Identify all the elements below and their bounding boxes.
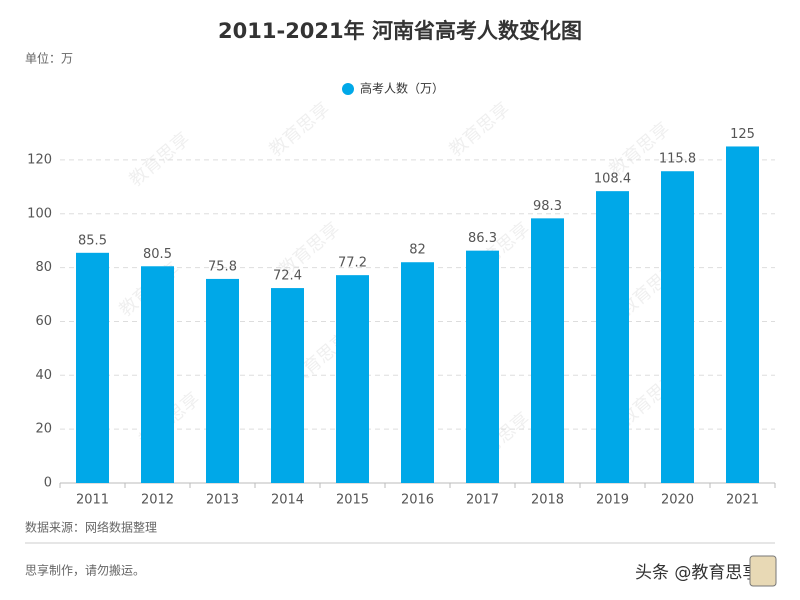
y-tick-label: 0 <box>44 476 52 491</box>
x-tick-label: 2021 <box>726 493 759 508</box>
legend-label: 高考人数（万） <box>360 81 444 96</box>
bar <box>596 191 629 483</box>
value-label: 86.3 <box>468 231 497 246</box>
source: 数据来源：网络数据整理 <box>25 520 157 535</box>
y-tick-label: 120 <box>27 152 52 167</box>
value-label: 125 <box>730 127 755 142</box>
value-label: 77.2 <box>338 256 367 271</box>
x-tick-label: 2018 <box>531 493 564 508</box>
x-tick-label: 2011 <box>76 493 109 508</box>
value-label: 75.8 <box>208 259 237 274</box>
bar <box>141 266 174 483</box>
bar <box>76 252 109 483</box>
x-tick-label: 2017 <box>466 493 499 508</box>
bar <box>531 218 564 483</box>
chart-title: 2011-2021年 河南省高考人数变化图 <box>218 19 582 43</box>
signature: 头条 @教育思享 <box>635 563 759 583</box>
bar <box>726 146 759 483</box>
x-tick-label: 2013 <box>206 493 239 508</box>
bar <box>206 278 239 483</box>
bar <box>466 250 499 483</box>
value-label: 108.4 <box>594 172 631 187</box>
x-tick-label: 2012 <box>141 493 174 508</box>
value-label: 98.3 <box>533 199 562 214</box>
footer: 思享制作，请勿搬运。 <box>25 563 145 578</box>
value-label: 85.5 <box>78 233 107 248</box>
bar <box>336 275 369 483</box>
y-tick-label: 100 <box>27 206 52 221</box>
value-label: 80.5 <box>143 247 172 262</box>
x-tick-label: 2016 <box>401 493 434 508</box>
value-label: 82 <box>409 243 426 258</box>
y-tick-label: 60 <box>35 314 52 329</box>
y-tick-label: 40 <box>35 368 52 383</box>
bar <box>401 262 434 483</box>
legend-marker <box>342 83 354 95</box>
x-tick-label: 2015 <box>336 493 369 508</box>
value-label: 72.4 <box>273 269 302 284</box>
y-tick-label: 20 <box>35 422 52 437</box>
x-tick-label: 2014 <box>271 493 304 508</box>
value-label: 115.8 <box>659 152 696 167</box>
bar <box>661 171 694 483</box>
avatar <box>749 555 777 587</box>
x-tick-label: 2019 <box>596 493 629 508</box>
unit-label: 单位：万 <box>25 51 73 66</box>
bar <box>271 288 304 483</box>
x-tick-label: 2020 <box>661 493 694 508</box>
y-tick-label: 80 <box>35 260 52 275</box>
